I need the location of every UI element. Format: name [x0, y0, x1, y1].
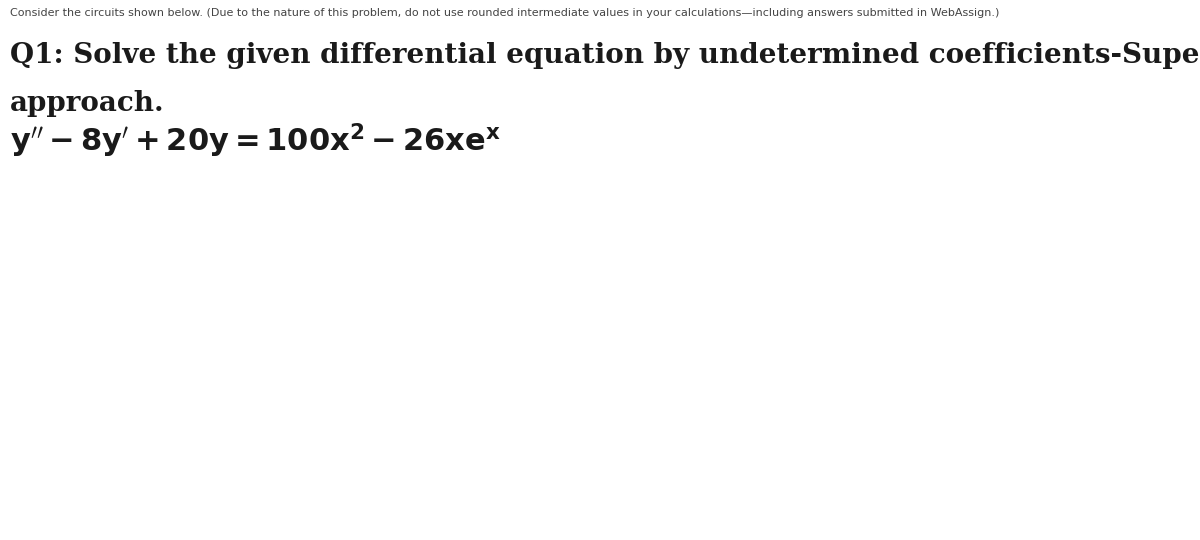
Text: Q1: Solve the given differential equation by undetermined coefficients-Superposi: Q1: Solve the given differential equatio…: [10, 42, 1200, 69]
Text: approach.: approach.: [10, 90, 164, 117]
Text: Consider the circuits shown below. (Due to the nature of this problem, do not us: Consider the circuits shown below. (Due …: [10, 8, 1000, 18]
Text: $\bf{y'' - 8y' + 20y = 100x^2 - 26xe^x}$: $\bf{y'' - 8y' + 20y = 100x^2 - 26xe^x}$: [10, 122, 500, 160]
